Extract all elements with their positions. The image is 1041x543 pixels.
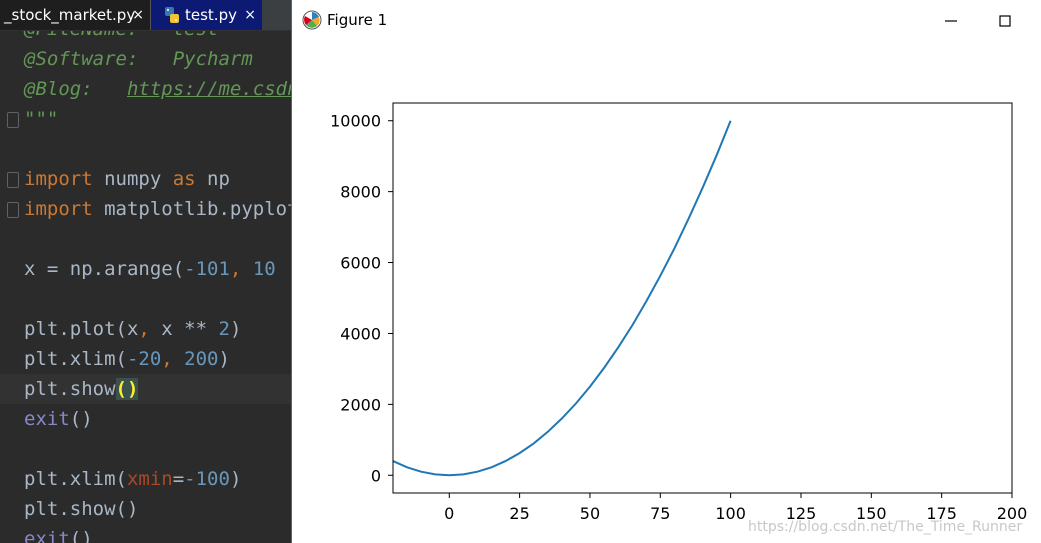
window-title: Figure 1 [327, 11, 388, 29]
separator: , [161, 348, 185, 370]
x-tick-label: 175 [926, 504, 957, 523]
tab-label: _stock_market.py [4, 6, 136, 24]
code-editor[interactable]: @FileName: test @Software: Pycharm @Blog… [0, 0, 292, 543]
x-tick-label: 25 [509, 504, 529, 523]
keyword: as [172, 168, 196, 190]
keyword: import [24, 168, 93, 190]
minimize-button[interactable] [938, 8, 964, 34]
number: -101 [184, 258, 230, 280]
tab-stock-market[interactable]: _stock_market.py × [0, 0, 151, 30]
code-line[interactable]: @Blog: https://me.csdn.net/ [24, 74, 292, 104]
code-text: = [172, 468, 185, 490]
number: -100 [184, 468, 230, 490]
tab-test-py[interactable]: test.py × [151, 0, 262, 30]
number: -20 [126, 348, 162, 370]
code-text: plt.plot(x [24, 318, 139, 340]
x-tick-label: 200 [997, 504, 1028, 523]
docstring-text: @Blog: [24, 78, 93, 100]
close-icon[interactable]: × [132, 7, 144, 23]
code-line[interactable]: plt.xlim(xmin=-100) [24, 464, 241, 494]
docstring-text: """ [24, 108, 59, 130]
x-tick-label: 100 [715, 504, 746, 523]
fold-marker-icon[interactable] [7, 112, 19, 128]
number: 2 [218, 318, 230, 340]
maximize-button[interactable] [992, 8, 1018, 34]
y-tick-labels: 0 2000 4000 6000 8000 10000 [330, 112, 381, 486]
python-file-icon [165, 7, 179, 23]
code-text: () [69, 408, 93, 430]
code-text: x = np.arange( [24, 258, 185, 280]
close-icon[interactable]: × [244, 7, 256, 23]
code-text: x ** [161, 318, 219, 340]
watermark-text: https://blog.csdn.net/The_Time_Runner [748, 519, 1022, 535]
code-line[interactable]: exit() [24, 524, 93, 543]
code-text: plt.show() [24, 498, 139, 520]
blog-link[interactable]: https://me.csdn.net/ [126, 78, 292, 100]
code-line[interactable]: x = np.arange(-101, 10 [24, 254, 276, 284]
separator: , [229, 258, 253, 280]
y-tick-label: 2000 [340, 395, 381, 414]
tab-label: test.py [185, 6, 237, 24]
number: 200 [184, 348, 219, 370]
fold-marker-icon[interactable] [7, 202, 19, 218]
x-tick-label: 125 [786, 504, 817, 523]
x-tick-label: 75 [650, 504, 670, 523]
keyword: import [24, 198, 93, 220]
code-line[interactable]: plt.plot(x, x ** 2) [24, 314, 241, 344]
y-tick-label: 8000 [340, 183, 381, 202]
code-text: numpy [92, 168, 173, 190]
x-tick-labels: 0 25 50 75 100 125 150 175 200 [444, 504, 1027, 523]
builtin-function: exit [24, 528, 70, 543]
series-line [392, 120, 732, 477]
x-tick-label: 50 [580, 504, 600, 523]
editor-tabbar: _stock_market.py × test.py × [0, 0, 292, 31]
x-tick-label: 0 [444, 504, 454, 523]
separator: , [138, 318, 162, 340]
code-line[interactable]: plt.xlim(-20, 200) [24, 344, 230, 374]
code-line[interactable]: plt.show() [24, 494, 138, 524]
docstring-text: Pycharm [138, 48, 253, 70]
matched-brace: () [115, 378, 139, 400]
code-text: ) [229, 318, 242, 340]
code-line[interactable]: """ [24, 104, 58, 134]
code-text: ) [218, 348, 230, 370]
code-text: () [69, 528, 93, 543]
fold-marker-icon[interactable] [7, 172, 19, 188]
code-line-current[interactable]: plt.show() [0, 374, 292, 404]
number: 10 [252, 258, 276, 280]
docstring-text: @Software: [24, 48, 139, 70]
code-text: ) [229, 468, 242, 490]
code-text: plt.xlim( [24, 468, 127, 490]
code-line[interactable]: @Software: Pycharm [24, 44, 253, 74]
plot-canvas[interactable]: 0 25 50 75 100 125 150 175 200 0 2000 4000 6000 8000… [292, 0, 1041, 543]
y-tick-label: 0 [371, 466, 381, 485]
matplotlib-logo-icon [302, 10, 322, 30]
code-text: matplotlib.pyplot [92, 198, 292, 220]
code-line[interactable]: import matplotlib.pyplot [24, 194, 292, 224]
code-text: plt.xlim( [24, 348, 127, 370]
builtin-function: exit [24, 408, 70, 430]
code-line[interactable]: import numpy as np [24, 164, 230, 194]
figure-window[interactable]: Figure 1 0 25 50 75 100 125 150 175 200 0 2000 400… [291, 0, 1041, 543]
code-text: plt.show [24, 378, 116, 400]
keyword-argument: xmin [126, 468, 173, 490]
y-tick-label: 6000 [340, 254, 381, 273]
tick-layer [388, 120, 1013, 498]
x-tick-label: 150 [856, 504, 887, 523]
axes-frame [392, 102, 1013, 494]
window-titlebar[interactable]: Figure 1 [292, 0, 1041, 40]
y-tick-label: 10000 [330, 112, 381, 131]
code-line[interactable]: exit() [24, 404, 93, 434]
code-text: np [195, 168, 230, 190]
y-tick-label: 4000 [340, 324, 381, 343]
